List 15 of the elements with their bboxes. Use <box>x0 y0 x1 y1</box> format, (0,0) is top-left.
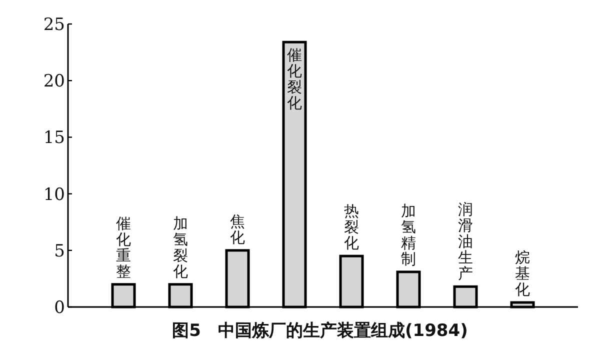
x-tick-label: 焦化 <box>230 213 245 246</box>
text: 图5 中国炼厂的生产装置组成(1984) <box>172 321 468 341</box>
x-tick-label: 催化裂化 <box>287 47 302 112</box>
x-tick-label: 催化重整 <box>116 215 131 280</box>
y-tick-label: 25 <box>43 15 65 35</box>
x-tick-label: 热裂化 <box>344 203 359 252</box>
y-tick-label: 0 <box>54 298 65 318</box>
y-tick-label: 20 <box>43 72 65 92</box>
x-tick-label: 加氢精制 <box>401 202 416 268</box>
x-tick-label: 烷基化 <box>515 249 530 298</box>
x-tick-label: 润滑油生产 <box>458 202 473 283</box>
x-tick-label: 加氢裂化 <box>173 215 188 280</box>
y-tick-label: 10 <box>43 184 65 205</box>
y-tick-label: 15 <box>43 128 65 148</box>
y-tick-label: 5 <box>54 241 65 262</box>
